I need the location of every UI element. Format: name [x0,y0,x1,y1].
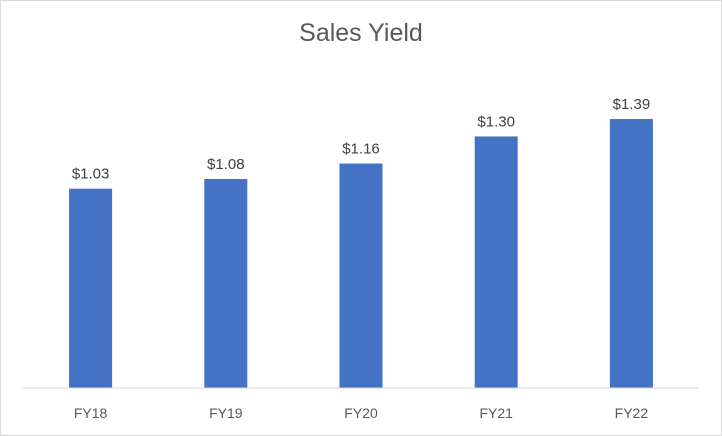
bars-layer [69,119,653,388]
data-label-fy20: $1.16 [342,141,380,158]
bar-fy19 [204,179,248,388]
bar-fy20 [339,163,383,388]
chart-title: Sales Yield [299,19,423,47]
labels-layer: $1.03 FY18 $1.08 FY19 $1.16 FY20 $1.30 FY21 $1.3… [72,96,650,421]
x-tick-label-fy21: FY21 [479,405,513,421]
bar-fy18 [69,188,113,388]
x-tick-label-fy19: FY19 [209,405,243,421]
x-tick-label-fy18: FY18 [74,405,108,421]
data-label-fy18: $1.03 [72,166,110,183]
data-label-fy21: $1.30 [477,113,515,130]
bar-fy21 [474,136,518,388]
data-label-fy22: $1.39 [613,96,651,113]
data-label-fy19: $1.08 [207,156,245,173]
bar-fy22 [609,119,653,388]
x-tick-label-fy22: FY22 [615,405,649,421]
x-tick-label-fy20: FY20 [344,405,378,421]
